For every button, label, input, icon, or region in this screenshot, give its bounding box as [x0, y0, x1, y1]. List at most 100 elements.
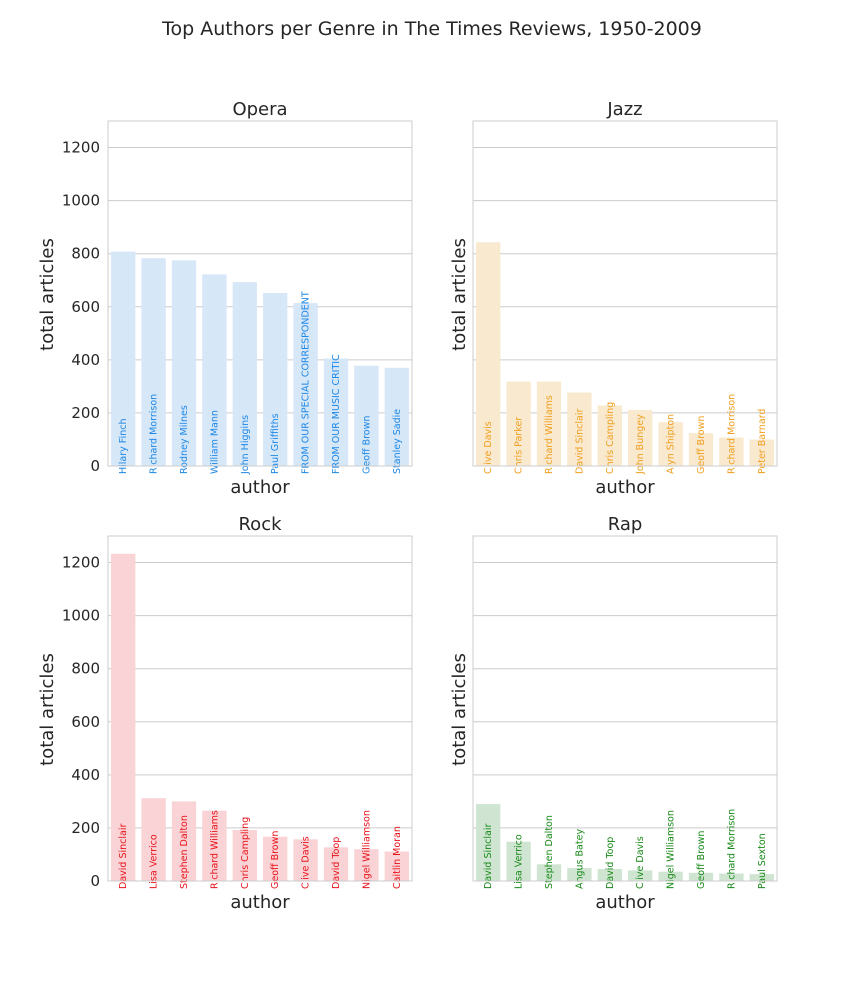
bar-label: Peter Barnard: [757, 409, 768, 474]
bar-label: John Bungey: [635, 414, 646, 475]
bar: [567, 867, 592, 881]
y-axis-label: total articles: [37, 653, 58, 766]
bar: [354, 365, 379, 466]
bar-label: Clive Davis: [483, 421, 494, 474]
bar: [171, 801, 197, 881]
bar-label: Richard Morrison: [726, 394, 737, 474]
bar: [202, 274, 227, 466]
plot-frame: [107, 535, 413, 882]
y-tick-label: 200: [71, 404, 100, 422]
bar: [749, 439, 774, 466]
bar-label: Rodney Milnes: [179, 405, 190, 474]
bar: [111, 553, 136, 881]
y-tick-label: 600: [71, 298, 100, 316]
bar: [658, 422, 683, 466]
y-tick-label: 200: [71, 819, 100, 837]
bar-label: Richard Williams: [209, 810, 220, 889]
bar: [263, 292, 288, 466]
bar-label: Geoff Brown: [696, 831, 707, 889]
panel-rock: David Sinclair Lisa Verrico Stephen Dalton…: [37, 514, 413, 913]
bar: [476, 804, 501, 881]
bar-label: Geoff Brown: [696, 416, 707, 474]
bar-label: David Toop: [605, 837, 616, 889]
bar-label: Lisa Verrico: [149, 834, 160, 889]
bar-label: Clive Davis: [301, 836, 312, 889]
bar: [536, 381, 562, 466]
x-axis-label: author: [595, 477, 655, 498]
y-axis-label: total articles: [449, 238, 470, 351]
bar: [384, 367, 409, 466]
plot-frame: [472, 535, 778, 882]
x-axis-label: author: [595, 892, 655, 913]
x-axis-label: author: [230, 477, 290, 498]
panel-title: Opera: [232, 99, 287, 120]
panel-opera: Hilary Finch Richard Morrison Rodney Milne…: [37, 99, 413, 498]
bar: [688, 872, 714, 881]
bar-label: John Higgins: [240, 415, 251, 475]
bar-label: Geoff Brown: [270, 831, 281, 889]
panels: Hilary Finch Richard Morrison Rodney Milne…: [37, 99, 778, 913]
y-tick-label: 1200: [62, 139, 100, 157]
bar: [719, 437, 744, 466]
bar-label: David Sinclair: [574, 409, 585, 474]
bar-label: Stanley Sadie: [392, 409, 403, 474]
bar: [597, 405, 622, 466]
bar: [323, 847, 349, 881]
panel-title: Rap: [608, 514, 643, 535]
y-tick-label: 800: [71, 660, 100, 678]
bar: [628, 870, 653, 881]
y-tick-label: 1200: [62, 554, 100, 572]
bar: [506, 381, 531, 466]
bar-label: Chris Campling: [240, 817, 251, 889]
bar-label: David Sinclair: [118, 824, 129, 889]
bar-label: Paul Sexton: [757, 833, 768, 889]
bar: [202, 810, 227, 881]
bar-label: Stephen Dalton: [544, 815, 555, 889]
bar-label: FROM OUR SPECIAL CORRESPONDENT: [301, 291, 312, 474]
bar-label: Richard Morrison: [726, 809, 737, 889]
bar-label: David Toop: [331, 837, 342, 889]
bar: [506, 841, 531, 881]
bar-label: Richard Morrison: [149, 394, 160, 474]
y-tick-label: 0: [90, 457, 100, 475]
bar-label: Nigel Williamson: [361, 810, 372, 889]
bar: [111, 251, 136, 466]
bar: [141, 258, 166, 466]
bar: [597, 869, 622, 881]
bar-label: Caitlin Moran: [392, 826, 403, 889]
bar: [658, 871, 683, 881]
bar: [293, 303, 318, 466]
bar: [232, 830, 257, 881]
bar-label: David Sinclair: [483, 824, 494, 889]
bar-label: Chris Parker: [514, 417, 525, 474]
bar-label: Paul Griffiths: [270, 413, 281, 474]
bar-label: FROM OUR MUSIC CRITIC: [331, 354, 342, 474]
bar-label: William Mann: [209, 410, 220, 474]
panel-jazz: Clive Davis Chris Parker Richard Williams D…: [449, 99, 778, 498]
figure-title: Top Authors per Genre in The Times Revie…: [161, 18, 702, 40]
y-tick-label: 400: [71, 351, 100, 369]
bar-label: Clive Davis: [635, 836, 646, 889]
y-axis-label: total articles: [37, 238, 58, 351]
bar-label: Angus Batey: [574, 829, 585, 889]
bar: [567, 392, 592, 466]
panel-title: Rock: [238, 514, 282, 535]
bar: [536, 864, 562, 881]
bar: [628, 410, 653, 466]
panel-title: Jazz: [606, 99, 642, 120]
bar: [719, 873, 744, 881]
y-tick-label: 1000: [62, 192, 100, 210]
bar-label: Stephen Dalton: [179, 815, 190, 889]
bar-label: Geoff Brown: [361, 416, 372, 474]
bar: [232, 282, 257, 466]
bar: [476, 242, 501, 466]
bar: [384, 851, 409, 881]
y-tick-label: 0: [90, 872, 100, 890]
bar-label: Richard Williams: [544, 395, 555, 474]
bar-label: Alyn Shipton: [666, 414, 677, 474]
y-tick-label: 600: [71, 713, 100, 731]
bar-label: Nigel Williamson: [666, 810, 677, 889]
bar-label: Hilary Finch: [118, 419, 129, 474]
y-tick-label: 400: [71, 766, 100, 784]
